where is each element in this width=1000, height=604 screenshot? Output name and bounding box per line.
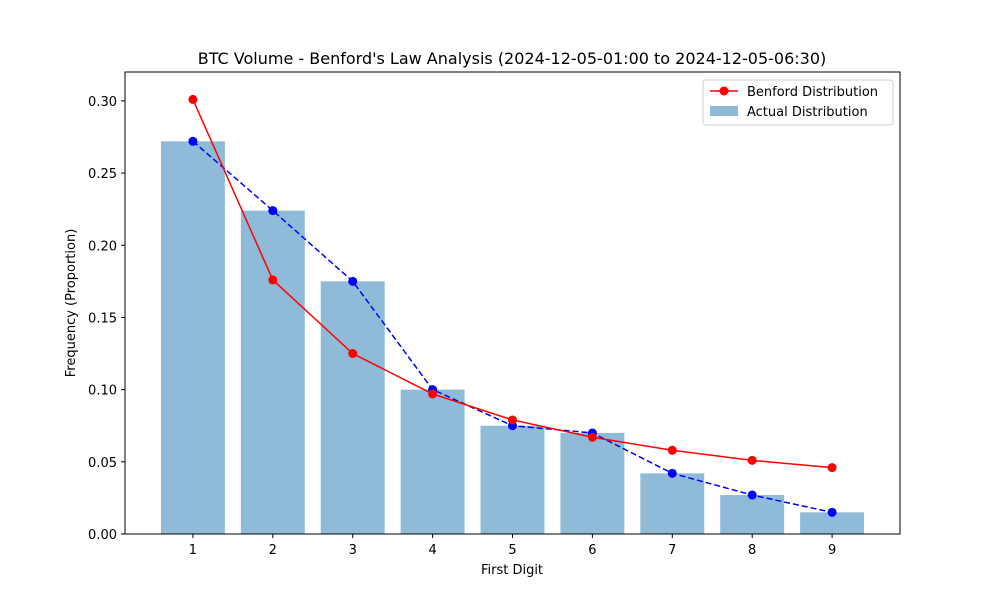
bar-digit-2 bbox=[240, 210, 305, 534]
x-tick-label-3: 3 bbox=[349, 543, 357, 558]
benford-point-1 bbox=[188, 94, 198, 104]
legend-actual-swatch bbox=[710, 106, 738, 116]
bar-digit-7 bbox=[640, 473, 705, 534]
legend-frame bbox=[702, 79, 894, 126]
bar-digit-4 bbox=[400, 389, 465, 534]
legend: Benford Distribution Actual Distribution bbox=[702, 79, 894, 126]
bar-digit-9 bbox=[800, 512, 865, 534]
y-tick-label-4: 0.20 bbox=[88, 239, 117, 254]
x-tick-label-1: 1 bbox=[189, 543, 197, 558]
chart-title: BTC Volume - Benford's Law Analysis (202… bbox=[198, 49, 827, 68]
legend-benford-marker bbox=[719, 86, 729, 96]
x-tick-label-6: 6 bbox=[588, 543, 596, 558]
y-tick-label-5: 0.25 bbox=[88, 167, 117, 182]
legend-actual-label: Actual Distribution bbox=[747, 105, 868, 120]
x-tick-label-7: 7 bbox=[668, 543, 676, 558]
x-tick-label-4: 4 bbox=[428, 543, 436, 558]
bars-layer bbox=[160, 141, 865, 535]
benford-point-6 bbox=[587, 432, 597, 442]
benford-point-7 bbox=[667, 445, 677, 455]
x-axis-label: First Digit bbox=[481, 563, 543, 578]
benford-point-3 bbox=[348, 349, 358, 359]
y-tick-label-2: 0.10 bbox=[88, 384, 117, 399]
x-tick-label-9: 9 bbox=[828, 543, 836, 558]
actual-point-8 bbox=[747, 490, 757, 500]
x-tick-label-2: 2 bbox=[269, 543, 277, 558]
bar-digit-5 bbox=[480, 425, 545, 534]
legend-benford-label: Benford Distribution bbox=[747, 85, 878, 100]
y-axis: 0.00 0.05 0.10 0.15 0.20 0.25 0.30 bbox=[88, 95, 125, 543]
y-tick-label-0: 0.00 bbox=[88, 528, 117, 543]
benford-point-8 bbox=[747, 455, 757, 465]
actual-point-9 bbox=[827, 507, 837, 517]
benford-point-2 bbox=[268, 275, 278, 285]
y-tick-label-1: 0.05 bbox=[88, 456, 117, 471]
x-tick-label-5: 5 bbox=[508, 543, 516, 558]
benford-point-5 bbox=[508, 415, 517, 425]
bar-digit-6 bbox=[560, 432, 625, 534]
actual-point-2 bbox=[268, 206, 278, 216]
actual-point-7 bbox=[667, 468, 677, 478]
actual-point-3 bbox=[348, 276, 358, 286]
y-tick-label-6: 0.30 bbox=[88, 95, 117, 110]
bar-digit-8 bbox=[720, 495, 785, 534]
benford-point-4 bbox=[428, 389, 438, 399]
actual-point-1 bbox=[188, 136, 198, 146]
y-tick-label-3: 0.15 bbox=[88, 311, 117, 326]
lines-layer bbox=[188, 94, 837, 517]
y-axis-label: Frequency (Proportion) bbox=[64, 229, 79, 378]
x-axis: 1 2 3 4 5 6 7 8 9 bbox=[189, 534, 836, 558]
bar-digit-3 bbox=[320, 281, 385, 534]
bar-digit-1 bbox=[160, 141, 225, 535]
benford-point-9 bbox=[827, 463, 837, 473]
x-tick-label-8: 8 bbox=[748, 543, 756, 558]
